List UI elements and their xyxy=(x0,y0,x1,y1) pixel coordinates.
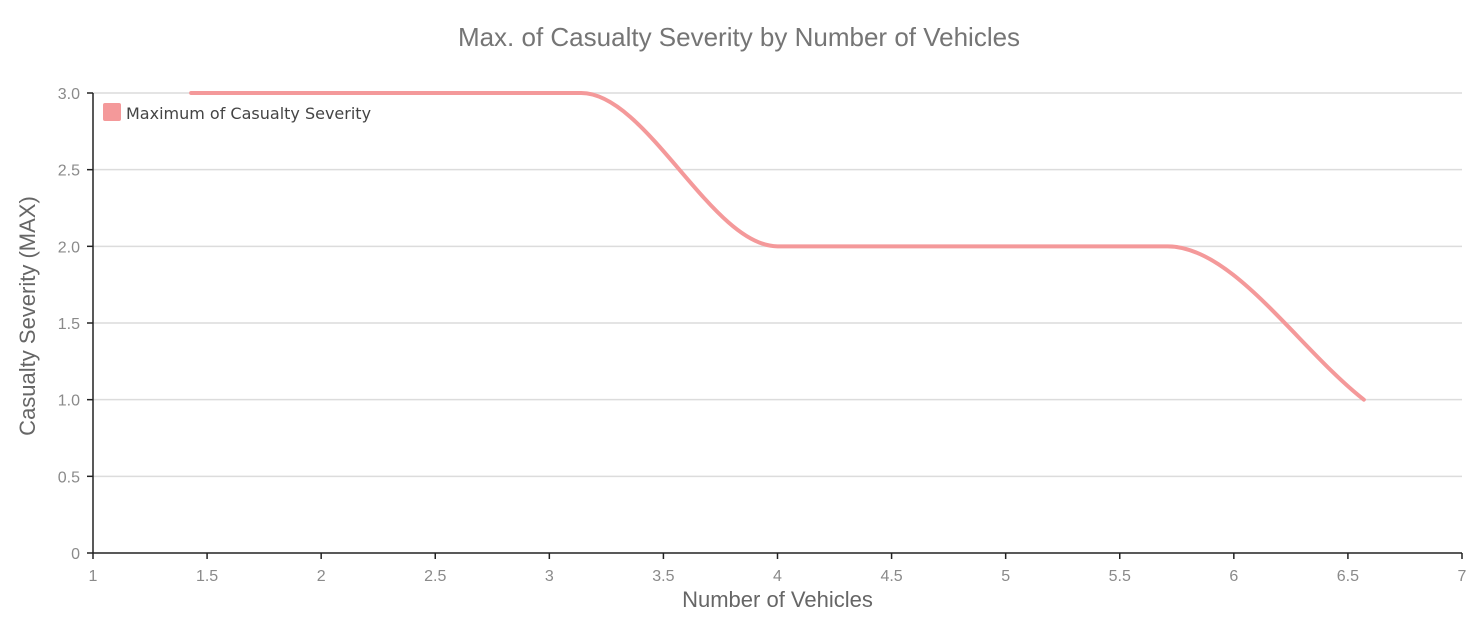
y-tick-label: 2.0 xyxy=(58,239,80,256)
series-line-maximum-of-casualty-severity[interactable] xyxy=(189,90,1366,402)
x-tick-label: 6 xyxy=(1229,568,1238,585)
x-tick-label: 4.5 xyxy=(880,568,902,585)
legend-swatch xyxy=(103,103,121,121)
x-tick-label: 6.5 xyxy=(1337,568,1359,585)
x-tick-label: 5.5 xyxy=(1109,568,1131,585)
x-tick-label: 2 xyxy=(317,568,326,585)
x-axis-ticks: 1 1.5 2 2.5 3 3.5 4 4.5 5 5.5 6 6.5 7 xyxy=(89,553,1467,585)
legend-label-maximum-of-casualty-severity: Maximum of Casualty Severity xyxy=(126,104,371,123)
y-axis-ticks: 0 0.5 1.0 1.5 2.0 2.5 3.0 xyxy=(58,86,93,563)
gridlines xyxy=(93,92,1462,478)
y-tick-label: 2.5 xyxy=(58,163,80,180)
y-axis-title: Casualty Severity (MAX) xyxy=(15,196,40,436)
x-tick-label: 7 xyxy=(1458,568,1467,585)
legend[interactable]: Maximum of Casualty Severity xyxy=(103,103,371,123)
y-tick-label: 0.5 xyxy=(58,469,80,486)
x-axis-title: Number of Vehicles xyxy=(682,587,873,612)
y-tick-label: 3.0 xyxy=(58,86,80,103)
x-tick-label: 3 xyxy=(545,568,554,585)
x-tick-label: 2.5 xyxy=(424,568,446,585)
x-tick-label: 1.5 xyxy=(196,568,218,585)
chart-title: Max. of Casualty Severity by Number of V… xyxy=(458,22,1020,52)
y-tick-label: 0 xyxy=(71,546,80,563)
y-tick-label: 1.0 xyxy=(58,393,80,410)
x-tick-label: 1 xyxy=(89,568,98,585)
x-tick-label: 5 xyxy=(1001,568,1010,585)
series-lines xyxy=(189,90,1366,402)
x-tick-label: 3.5 xyxy=(652,568,674,585)
x-tick-label: 4 xyxy=(773,568,782,585)
y-tick-label: 1.5 xyxy=(58,316,80,333)
